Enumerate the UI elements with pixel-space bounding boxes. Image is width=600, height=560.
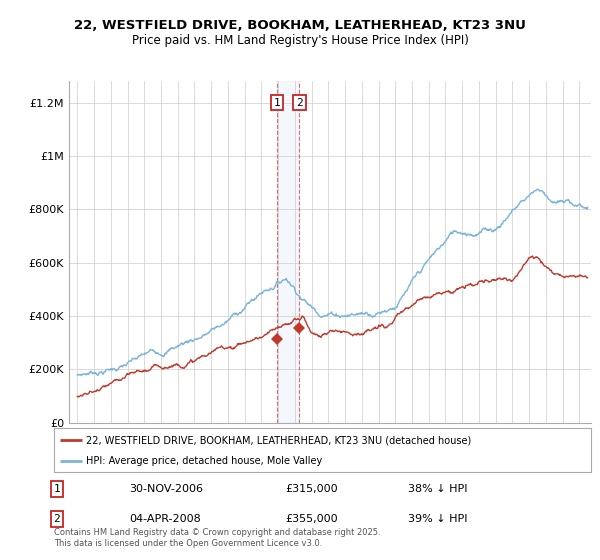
Bar bbox=[277, 81, 299, 423]
Text: 22, WESTFIELD DRIVE, BOOKHAM, LEATHERHEAD, KT23 3NU: 22, WESTFIELD DRIVE, BOOKHAM, LEATHERHEA… bbox=[74, 18, 526, 32]
Text: Contains HM Land Registry data © Crown copyright and database right 2025.
This d: Contains HM Land Registry data © Crown c… bbox=[54, 528, 380, 548]
Text: 22, WESTFIELD DRIVE, BOOKHAM, LEATHERHEAD, KT23 3NU (detached house): 22, WESTFIELD DRIVE, BOOKHAM, LEATHERHEA… bbox=[86, 435, 472, 445]
Text: 1: 1 bbox=[53, 484, 61, 494]
Text: £315,000: £315,000 bbox=[285, 484, 338, 494]
Text: 30-NOV-2006: 30-NOV-2006 bbox=[129, 484, 203, 494]
Text: £355,000: £355,000 bbox=[285, 514, 338, 524]
Text: HPI: Average price, detached house, Mole Valley: HPI: Average price, detached house, Mole… bbox=[86, 456, 322, 465]
Text: Price paid vs. HM Land Registry's House Price Index (HPI): Price paid vs. HM Land Registry's House … bbox=[131, 34, 469, 47]
Text: 04-APR-2008: 04-APR-2008 bbox=[129, 514, 201, 524]
Text: 1: 1 bbox=[274, 97, 280, 108]
Text: 38% ↓ HPI: 38% ↓ HPI bbox=[408, 484, 467, 494]
Text: 2: 2 bbox=[53, 514, 61, 524]
Text: 2: 2 bbox=[296, 97, 303, 108]
Text: 39% ↓ HPI: 39% ↓ HPI bbox=[408, 514, 467, 524]
